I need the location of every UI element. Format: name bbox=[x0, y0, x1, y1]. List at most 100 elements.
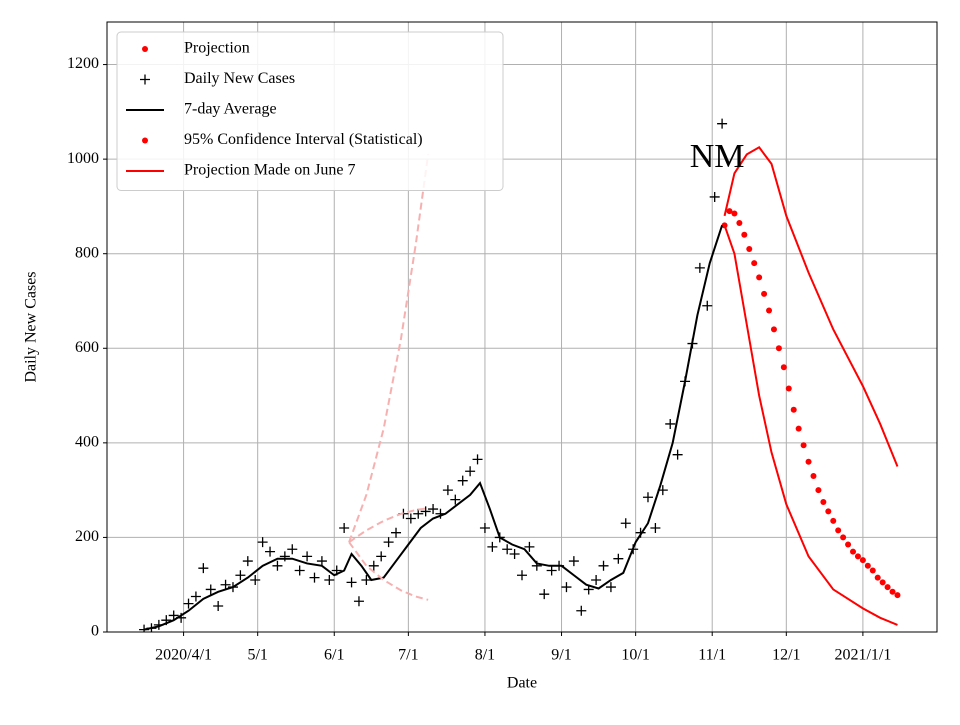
x-tick-label: 6/1 bbox=[324, 647, 344, 664]
case-point bbox=[420, 506, 431, 517]
projection-point bbox=[850, 548, 857, 555]
case-point bbox=[487, 541, 498, 552]
projection-point bbox=[884, 584, 891, 591]
projection-point bbox=[815, 487, 822, 494]
x-tick-label: 2021/1/1 bbox=[834, 647, 891, 664]
projection-point bbox=[770, 326, 777, 333]
case-point bbox=[183, 598, 194, 609]
case-point bbox=[242, 556, 253, 567]
projection-point bbox=[780, 364, 787, 371]
x-axis-label: Date bbox=[507, 675, 537, 692]
x-tick-label: 8/1 bbox=[475, 647, 495, 664]
legend-box bbox=[116, 31, 504, 191]
case-point bbox=[472, 454, 483, 465]
case-point bbox=[265, 546, 276, 557]
projection-point bbox=[800, 442, 807, 449]
case-point bbox=[442, 485, 453, 496]
case-point bbox=[250, 574, 261, 585]
y-tick-label: 0 bbox=[91, 623, 99, 640]
case-point bbox=[205, 584, 216, 595]
case-point bbox=[302, 551, 313, 562]
projection-point bbox=[859, 557, 866, 564]
plot-frame bbox=[106, 21, 938, 633]
case-point bbox=[709, 191, 720, 202]
case-point bbox=[457, 475, 468, 486]
projection-point bbox=[741, 231, 748, 238]
case-point bbox=[613, 553, 624, 564]
projection-point bbox=[869, 567, 876, 574]
projection-point bbox=[894, 592, 901, 599]
x-tick-label: 10/1 bbox=[621, 647, 649, 664]
projection-point bbox=[805, 458, 812, 465]
case-point bbox=[235, 570, 246, 581]
case-point bbox=[287, 544, 298, 555]
case-point bbox=[294, 565, 305, 576]
case-point bbox=[376, 551, 387, 562]
case-point bbox=[479, 522, 490, 533]
case-point bbox=[428, 504, 439, 515]
case-point bbox=[257, 537, 268, 548]
case-point bbox=[316, 556, 327, 567]
case-point bbox=[339, 522, 350, 533]
y-axis-label: Daily New Cases bbox=[23, 271, 40, 382]
projection-point bbox=[761, 290, 768, 297]
projection-point bbox=[864, 562, 871, 569]
legend-marker bbox=[140, 74, 150, 85]
projection-point bbox=[810, 472, 817, 479]
projection-point bbox=[731, 210, 738, 217]
projection-point bbox=[845, 541, 852, 548]
case-point bbox=[598, 560, 609, 571]
x-tick-label: 7/1 bbox=[398, 647, 418, 664]
projection-point bbox=[795, 425, 802, 432]
x-tick-label: 11/1 bbox=[698, 647, 726, 664]
projection-point bbox=[840, 534, 847, 541]
case-point bbox=[650, 522, 661, 533]
series-line bbox=[723, 225, 898, 626]
case-point bbox=[517, 570, 527, 581]
projection-point bbox=[775, 345, 782, 352]
case-point bbox=[717, 118, 728, 129]
projection-point bbox=[756, 274, 763, 281]
case-point bbox=[509, 548, 520, 559]
projection-point bbox=[874, 574, 881, 581]
case-point bbox=[361, 574, 372, 585]
case-point bbox=[642, 492, 653, 503]
case-point bbox=[605, 582, 616, 593]
case-point bbox=[694, 262, 705, 273]
case-point bbox=[702, 300, 713, 311]
y-tick-label: 600 bbox=[75, 339, 99, 356]
case-point bbox=[168, 610, 179, 621]
series-line bbox=[348, 507, 429, 543]
case-point bbox=[368, 560, 379, 571]
case-point bbox=[502, 544, 513, 555]
case-point bbox=[465, 466, 476, 477]
case-point bbox=[546, 565, 557, 576]
x-tick-label: 9/1 bbox=[551, 647, 571, 664]
case-point bbox=[672, 449, 683, 460]
projection-point bbox=[820, 498, 827, 505]
case-point bbox=[272, 560, 283, 571]
projection-point bbox=[830, 517, 837, 524]
y-tick-label: 200 bbox=[75, 528, 99, 545]
case-point bbox=[665, 418, 676, 429]
case-point bbox=[391, 527, 402, 538]
legend-label: Projection bbox=[184, 40, 250, 57]
projection-point bbox=[766, 307, 773, 314]
projection-point bbox=[785, 385, 792, 392]
case-point bbox=[568, 556, 579, 567]
case-point bbox=[524, 541, 535, 552]
y-tick-label: 800 bbox=[75, 244, 99, 261]
case-point bbox=[576, 605, 587, 616]
y-tick-label: 1000 bbox=[67, 150, 99, 167]
annotation: NM bbox=[690, 138, 745, 175]
case-point bbox=[405, 513, 416, 524]
projection-point bbox=[746, 245, 753, 252]
legend-label: 7-day Average bbox=[184, 101, 277, 118]
x-tick-label: 5/1 bbox=[247, 647, 267, 664]
projection-point bbox=[854, 553, 861, 560]
legend-marker bbox=[142, 46, 148, 52]
ticks: 0 200 400 600 800 1000 1200 2020/4/1 5/1 6/1 7/1 8/… bbox=[67, 55, 891, 663]
series-line bbox=[348, 541, 429, 601]
